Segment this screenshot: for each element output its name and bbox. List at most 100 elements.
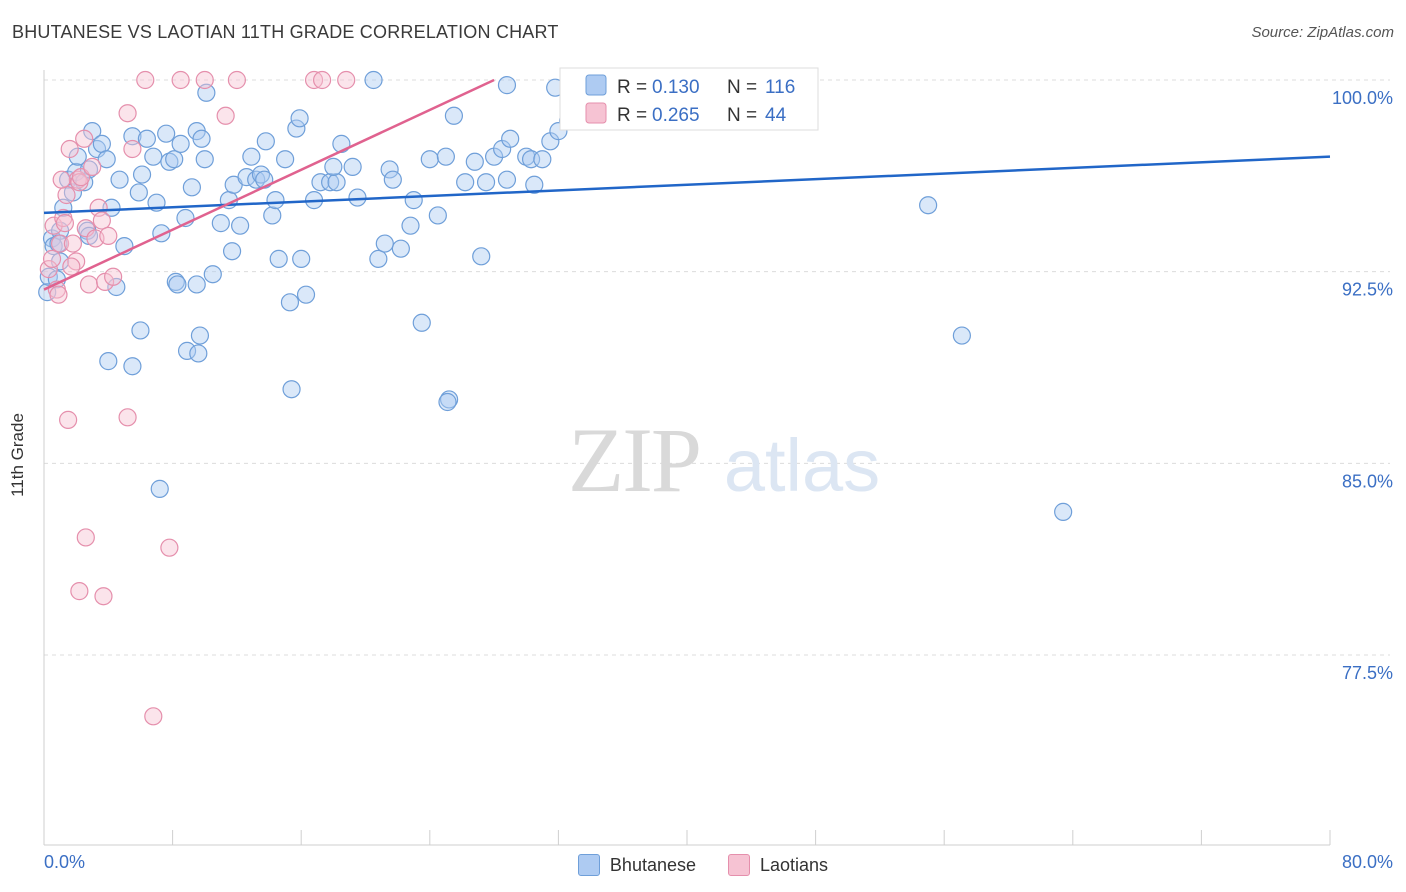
bhutanese-point-112 [919,196,938,215]
bhutanese-point-47 [256,132,275,151]
bhutanese-point-76 [456,173,475,192]
laotians-point-21 [99,226,118,245]
legend-item-laotians[interactable]: Laotians [728,852,828,878]
bhutanese-point-42 [231,216,250,235]
bhutanese-point-103 [131,321,150,340]
laotians-point-0 [39,260,58,279]
bhutanese-point-54 [290,109,309,128]
bhutanese-point-24 [137,129,156,148]
bhutanese-point-53 [287,119,306,138]
bhutanese-point-48 [263,206,282,225]
y-tick-labels: 77.5% 85.0% 92.5% 100.0% [1332,88,1393,683]
laotians-point-23 [118,104,137,123]
laotians-point-33 [59,410,78,429]
bhutanese-point-68 [401,216,420,235]
bhutanese-point-23 [132,165,152,184]
laotians-point-24 [123,139,142,159]
bhutanese-point-64 [369,249,388,268]
trend-line-bhutanese [43,155,1331,215]
bhutanese-point-72 [428,206,447,225]
legend-r-label-2: R = [617,105,647,126]
laotians-point-9 [67,252,86,271]
bhutanese-point-82 [497,170,517,189]
bhutanese-point-25 [144,147,163,166]
bhutanese-point-59 [327,173,346,192]
bhutanese-point-22 [129,183,148,202]
axes [43,70,1331,846]
laotians-point-1 [42,249,62,268]
bhutanese-point-105 [150,479,169,498]
watermark-atlas: atlas [724,424,880,507]
grid-lines [44,79,1390,656]
legend-n-value-2: 44 [765,105,787,126]
bhutanese-point-17 [97,150,116,169]
laotians-point-12 [71,168,91,187]
laotians-point-25 [136,70,155,90]
bhutanese-point-102 [107,277,126,297]
series-bhutanese-points [38,70,1073,521]
watermark-zip: ZIP [568,409,700,511]
legend-swatch-laotians [585,102,607,124]
stats-legend: R = 0.130 N = 116 R = 0.265 N = 44 [559,67,819,131]
bhutanese-point-114 [1054,502,1073,521]
laotians-point-16 [83,157,102,176]
bhutanese-point-61 [343,157,362,176]
bhutanese-point-16 [92,134,111,153]
legend-swatch-pink [728,854,750,876]
laotians-point-35 [76,528,95,547]
y-tick-label-0: 77.5% [1342,663,1393,683]
bhutanese-point-63 [364,70,383,90]
laotians-point-42 [62,257,81,276]
bhutanese-point-110 [324,157,343,176]
trend-lines [43,78,1331,291]
x-tick-label-max: 80.0% [1341,852,1393,872]
bhutanese-point-113 [952,326,971,345]
bhutanese-point-38 [203,265,222,284]
y-tick-label-2: 92.5% [1342,280,1393,300]
bhutanese-point-34 [182,178,201,197]
bhutanese-point-97 [177,341,197,360]
bhutanese-point-86 [525,175,544,194]
laotians-point-15 [79,275,99,294]
bhutanese-point-50 [269,249,288,268]
laotians-point-7 [60,139,79,159]
laotians-point-26 [171,70,190,90]
bhutanese-point-39 [211,214,230,233]
bhutanese-point-55 [296,285,316,304]
bhutanese-point-100 [168,275,187,294]
watermark: ZIP atlas [568,409,880,511]
legend-swatch-bhutanese [585,74,607,96]
bhutanese-point-21 [123,127,142,146]
bhutanese-point-66 [383,170,402,189]
laotians-point-36 [160,538,179,557]
laotians-point-22 [104,267,123,286]
series-laotians-points [39,70,356,726]
bhutanese-point-108 [438,392,457,412]
legend-n-label-1: N = [727,77,757,98]
laotians-point-37 [70,582,89,601]
laotians-point-32 [337,70,356,90]
laotians-point-6 [57,185,76,205]
laotians-point-19 [92,211,111,230]
x-tick-label-min: 0.0% [44,852,86,872]
bhutanese-point-75 [444,106,464,125]
laotians-point-29 [227,70,246,90]
y-tick-label-1: 85.0% [1342,471,1393,491]
laotians-point-39 [144,707,163,726]
bhutanese-point-52 [280,293,300,312]
laotians-point-8 [63,234,83,253]
bhutanese-point-30 [165,150,184,169]
laotians-point-31 [312,70,332,90]
bhutanese-point-65 [380,160,399,179]
bhutanese-point-28 [157,124,176,143]
legend-item-bhutanese[interactable]: Bhutanese [577,852,696,878]
bhutanese-point-95 [99,352,118,371]
bhutanese-point-101 [190,326,210,345]
source-label: Source: ZipAtlas.com [1251,24,1394,41]
series-legend: Bhutanese Laotians [0,852,1406,878]
bhutanese-point-37 [195,150,214,169]
bhutanese-point-109 [375,234,394,253]
bhutanese-point-104 [189,344,208,363]
bhutanese-point-58 [321,173,340,192]
